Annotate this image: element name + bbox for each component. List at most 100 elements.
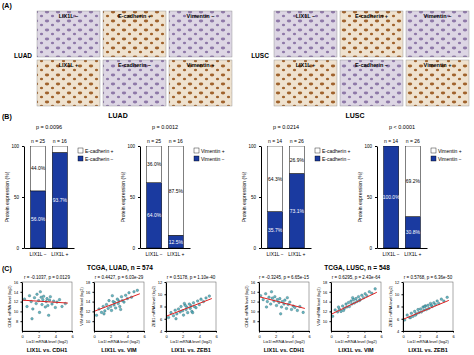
plot-frame: [331, 282, 381, 331]
point: [374, 288, 377, 291]
tick-label: 12: [251, 299, 256, 304]
image-label: E-cadherin +: [118, 13, 151, 19]
point: [205, 297, 208, 300]
tick: 0: [402, 331, 405, 339]
point: [49, 295, 52, 298]
tick-label: 8: [253, 319, 256, 324]
point: [38, 311, 41, 314]
bar-segment: [405, 217, 420, 248]
tick: 10: [14, 309, 22, 314]
tick: 6: [143, 331, 146, 339]
tick: 18: [86, 280, 94, 285]
tick: 2: [419, 331, 422, 339]
tick-mark: [259, 331, 260, 333]
ihc-group: LUSCLIX1L −E-cadherin +Vimentin −LIX1L +…: [251, 11, 469, 106]
data-labels: 64.0%36.0%12.5%87.5%: [147, 161, 183, 244]
ihc-image: [37, 11, 100, 57]
scatter-chart: r = -0.1037, p = 0.01298101214160246CDH1…: [8, 275, 74, 353]
tick: 12: [86, 309, 94, 314]
image-label: Vimentin +: [424, 62, 452, 68]
tick: 100: [364, 144, 377, 149]
tick-label: LIX1L +: [51, 251, 68, 257]
tick: 16: [14, 280, 22, 285]
tick-label: LIX1L −: [146, 251, 163, 257]
tick: 2: [110, 331, 113, 339]
axis: LIX1L −LIX1L +: [262, 248, 312, 257]
tick-mark: [22, 146, 24, 147]
tick-mark: [330, 321, 332, 322]
axis: 1012141618: [86, 280, 95, 332]
subtitle: LIX1L vs. VIM: [338, 347, 374, 353]
tick: 6: [380, 331, 383, 339]
data-label: 64.0%: [147, 212, 162, 218]
tick-mark: [259, 248, 261, 249]
tick-mark: [259, 146, 261, 147]
point: [100, 311, 103, 314]
point: [410, 312, 413, 315]
tick-mark: [330, 311, 332, 312]
tick-label: 100: [248, 144, 256, 149]
image-label: Vimentin +: [187, 62, 215, 68]
point: [108, 299, 111, 302]
annotation: n = 16: [169, 138, 183, 144]
point: [41, 303, 44, 306]
tick-mark: [402, 282, 404, 283]
ihc-image: [169, 60, 232, 106]
data-label: 36.0%: [147, 161, 162, 167]
ihc-image: [340, 11, 403, 57]
point: [208, 295, 211, 298]
annotation: n = 25: [31, 138, 45, 144]
tick-label: 10: [158, 292, 163, 297]
point: [419, 308, 422, 311]
point: [186, 311, 189, 314]
axis-line: [25, 248, 75, 249]
tick-mark: [436, 331, 437, 333]
axis: 0246: [258, 331, 311, 339]
axis: 1012141618: [323, 280, 332, 332]
annotation: n = 14: [384, 138, 398, 144]
tick-mark: [93, 302, 95, 303]
tick-mark: [402, 307, 404, 308]
tick-mark: [420, 331, 421, 333]
tick-mark: [276, 331, 277, 333]
tick: 12: [323, 309, 331, 314]
point: [275, 304, 278, 307]
tick-label: 50: [251, 195, 257, 200]
tick-label: 18: [323, 280, 328, 285]
point: [35, 302, 38, 305]
title: p < 0.0001: [389, 124, 415, 130]
point: [279, 313, 282, 316]
tick-label: 14: [14, 290, 19, 295]
title: p = 0.0012: [152, 124, 178, 130]
point: [31, 317, 34, 320]
subtitle: LIX1L vs. ZEB1: [171, 347, 211, 353]
image-label: E-cadherin −: [355, 62, 388, 68]
tick: 6: [160, 317, 166, 322]
point: [268, 296, 271, 299]
axis-title: ZEB1 mRNA level (log2): [389, 285, 393, 327]
point: [61, 305, 64, 308]
bar-chart: 64.0%36.0%12.5%87.5%n = 25n = 16p = 0.00…: [120, 124, 225, 257]
tick-mark: [39, 331, 40, 333]
tick-label: 0: [16, 246, 19, 251]
tick-mark: [259, 197, 261, 198]
tick-label: LIX1L −: [30, 251, 47, 257]
points: [331, 288, 377, 318]
point: [406, 314, 409, 317]
data-label: 26.9%: [290, 157, 305, 163]
tick-label: 50: [130, 195, 136, 200]
point: [180, 305, 183, 308]
point: [417, 308, 420, 311]
tick-label: 12: [323, 309, 328, 314]
plot-frame: [94, 282, 144, 331]
plot-frame: [259, 282, 309, 331]
tick: LIX1L +: [288, 248, 305, 257]
tick-mark: [21, 311, 23, 312]
ihc-image: [37, 60, 100, 106]
point: [120, 295, 123, 298]
axis-line: [166, 283, 167, 332]
point: [270, 291, 273, 294]
point: [107, 307, 110, 310]
tick-mark: [111, 331, 112, 333]
legend: Vimentin +Vimentin −: [194, 148, 225, 162]
